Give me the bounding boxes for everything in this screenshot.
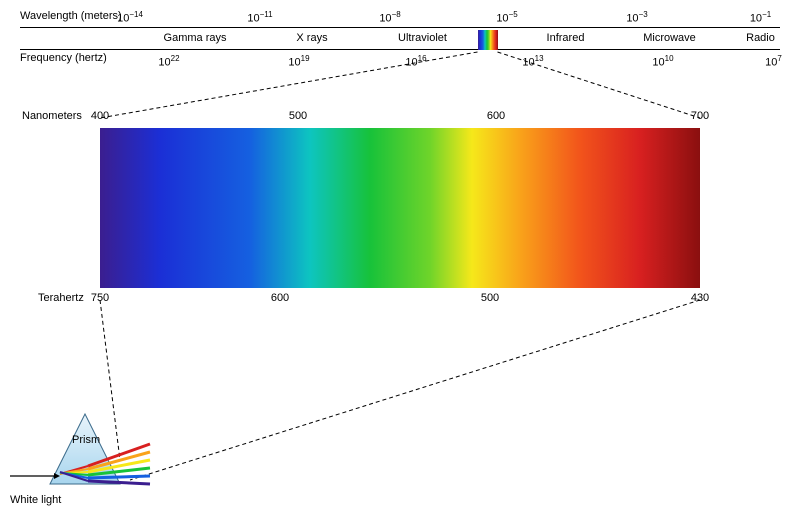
band-label: Radio [746, 32, 775, 44]
em-spectrum-scale: Wavelength (meters) 10−14 10−11 10−8 10−5 10… [20, 10, 780, 70]
prism-diagram: Prism White light [10, 374, 190, 514]
band-row: Gamma rays X rays Ultraviolet Infrared Micro… [20, 30, 780, 50]
wavelength-tick: 10−8 [379, 10, 400, 25]
band-label: Infrared [547, 32, 585, 44]
thz-tick: 500 [481, 292, 499, 304]
frequency-tick: 1013 [522, 54, 543, 69]
frequency-tick: 1019 [288, 54, 309, 69]
wavelength-label: Wavelength (meters) [20, 10, 122, 22]
frequency-tick: 1022 [158, 54, 179, 69]
terahertz-label: Terahertz [38, 292, 84, 304]
nanometers-label: Nanometers [22, 110, 82, 122]
thz-tick: 600 [271, 292, 289, 304]
white-light-label: White light [10, 494, 61, 506]
terahertz-scale: Terahertz 750600500430 [100, 292, 700, 310]
nm-tick: 400 [91, 110, 109, 122]
band-label: Microwave [643, 32, 696, 44]
prism-label: Prism [72, 434, 100, 446]
visible-spectrum-block: Nanometers 400500600700 Terahertz 750600… [100, 110, 700, 310]
frequency-row: Frequency (hertz) 1022 1019 1016 1013 1010 10… [20, 52, 780, 70]
wavelength-tick: 10−14 [117, 10, 143, 25]
wavelength-tick: 10−1 [750, 10, 771, 25]
nanometer-scale: Nanometers 400500600700 [100, 110, 700, 128]
nm-tick: 700 [691, 110, 709, 122]
nm-tick: 600 [487, 110, 505, 122]
frequency-label: Frequency (hertz) [20, 52, 107, 64]
nm-tick: 500 [289, 110, 307, 122]
wavelength-tick: 10−5 [496, 10, 517, 25]
thz-tick: 430 [691, 292, 709, 304]
frequency-tick: 1016 [405, 54, 426, 69]
band-label: X rays [296, 32, 327, 44]
visible-mini-spectrum [478, 30, 498, 50]
spectrum-gradient [100, 128, 700, 288]
wavelength-tick: 10−11 [247, 10, 272, 25]
wavelength-tick: 10−3 [626, 10, 647, 25]
band-label: Gamma rays [164, 32, 227, 44]
frequency-tick: 1010 [652, 54, 673, 69]
band-label: Ultraviolet [398, 32, 447, 44]
wavelength-row: Wavelength (meters) 10−14 10−11 10−8 10−5 10… [20, 10, 780, 28]
thz-tick: 750 [91, 292, 109, 304]
frequency-tick: 107 [765, 54, 782, 69]
